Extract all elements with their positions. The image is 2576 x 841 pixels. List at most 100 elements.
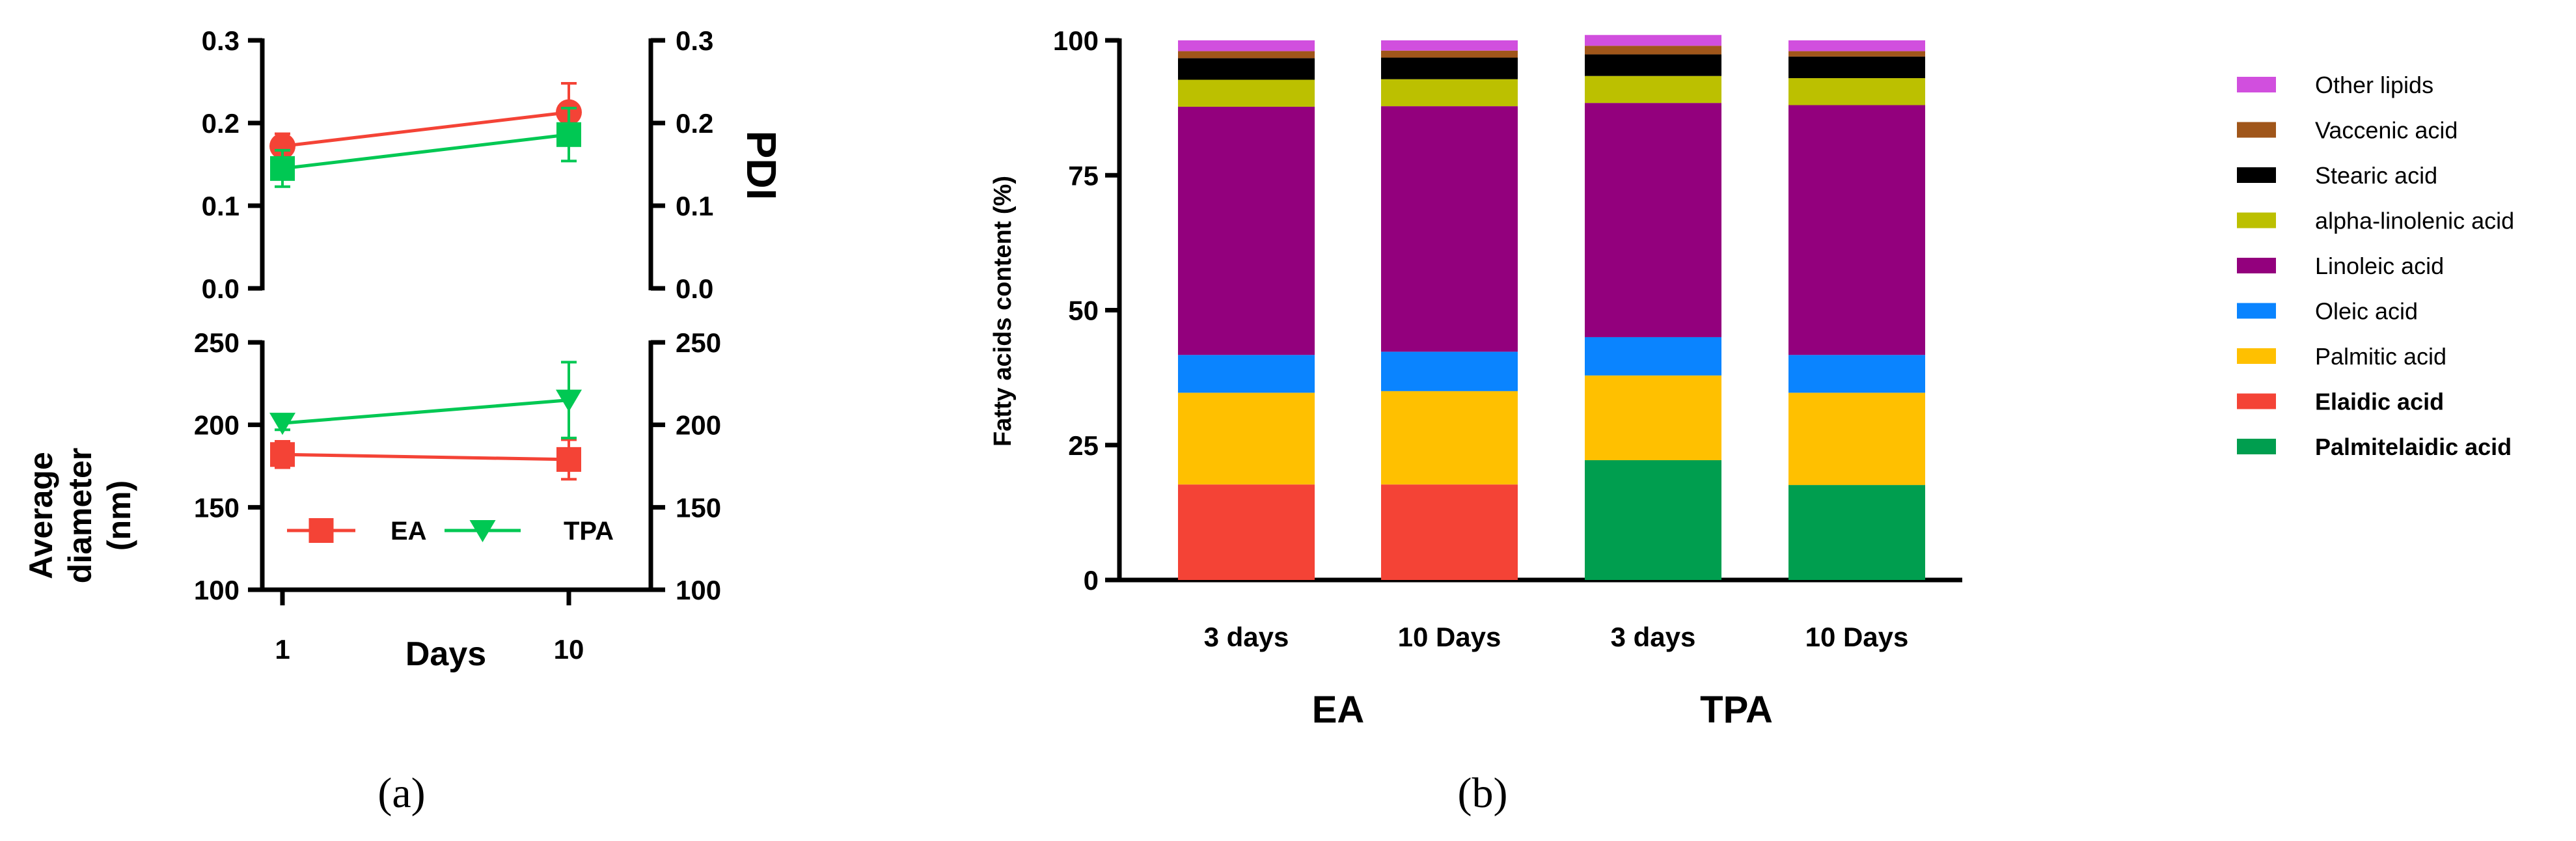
pdi-subplot: 0.0 0.0 0.1 0.1 0.2 0.2 0.3 0.3 PDI [202,25,785,304]
x-tick-label: 10 Days [1398,622,1501,652]
legend-label-palmitic-acid: Palmitic acid [2315,343,2446,370]
right-y-tick-label: 0.2 [676,108,713,139]
right-y-tick-label: 0.0 [676,273,713,304]
x-tick-label: 1 [275,634,290,665]
ea-data-point [270,442,295,467]
bar-segment-palmitic-acid [1788,393,1925,486]
pdi-axis-title: PDI [738,131,785,200]
bar-segment-alpha-linolenic-acid [1788,78,1925,105]
legend-label-linoleic-acid: Linoleic acid [2315,253,2444,279]
bar-segment-stearic-acid [1585,54,1721,76]
tpa-data-point [556,122,581,147]
bar-segment-palmitic-acid [1178,393,1315,485]
bar-segment-alpha-linolenic-acid [1178,79,1315,107]
bar-segment-vaccenic-acid [1585,46,1721,55]
tpa-series-line [282,398,569,425]
bar-segment-vaccenic-acid [1381,50,1518,58]
legend-swatch-palmitic-acid [2237,348,2276,364]
bar-segment-other-lipids [1585,34,1721,46]
y-tick-label: 0 [1084,565,1099,596]
ea-data-point [269,133,295,159]
bar-segment-palmitelaidic-acid [1585,460,1721,580]
bar-segment-oleic-acid [1178,355,1315,393]
fatty-acids-legend: Other lipids Vaccenic acid Stearic acid alp… [2237,72,2514,460]
group-label-ea: EA [1312,689,1365,731]
y-tick-label: 50 [1068,296,1099,326]
right-y-tick-label: 150 [676,492,721,523]
diameter-axis-title-line: diameter [62,448,98,583]
bar-segment-alpha-linolenic-acid [1381,79,1518,107]
legend-swatch-other-lipids [2237,77,2276,92]
left-y-tick-label: 0.3 [202,25,240,56]
left-y-tick-label: 250 [194,327,240,358]
right-y-tick-label: 100 [676,575,721,605]
bar-segment-oleic-acid [1788,355,1925,393]
left-y-tick-label: 0.1 [202,191,240,221]
bar-segment-oleic-acid [1585,337,1721,376]
tpa-data-point [556,389,582,412]
left-y-tick-label: 0.2 [202,108,240,139]
tpa-series-line [282,133,569,171]
right-y-tick-label: 200 [676,410,721,441]
group-label-tpa: TPA [1700,689,1773,731]
y-axis-title: Fatty acids content (%) [989,176,1017,447]
legend-label-palmitelaidic-acid: Palmitelaidic acid [2315,434,2512,460]
ea-data-point [556,447,581,472]
x-tick-label: 10 [554,634,584,665]
bar-segment-linoleic-acid [1381,106,1518,352]
legend-tpa-label: TPA [564,517,614,545]
bar-segment-linoleic-acid [1585,103,1721,337]
legend-swatch-elaidic-acid [2237,393,2276,409]
bar-segment-elaidic-acid [1178,484,1315,580]
x-axis-title: Days [405,635,486,673]
legend-swatch-stearic-acid [2237,167,2276,183]
ea-series-line [282,111,569,148]
ea-series-line [282,452,569,462]
x-tick-label: 3 days [1204,622,1289,652]
x-tick-label: 10 Days [1805,622,1909,652]
left-y-tick-label: 200 [194,410,240,441]
left-y-tick-label: 100 [194,575,240,605]
diameter-axis-title-line: (nm) [101,480,137,551]
bar-segment-vaccenic-acid [1178,51,1315,59]
legend-swatch-linoleic-acid [2237,258,2276,273]
legend-label-vaccenic-acid: Vaccenic acid [2315,117,2458,144]
bar-segment-palmitic-acid [1381,391,1518,485]
right-y-tick-label: 0.1 [676,191,713,221]
y-tick-label: 75 [1068,160,1099,191]
legend-swatch-oleic-acid [2237,303,2276,319]
tpa-data-point [269,413,295,435]
diameter-subplot: 100 100 150 150 200 200 250 250 1 10 Days Average di… [23,327,721,673]
legend-label-elaidic-acid: Elaidic acid [2315,389,2444,415]
legend-swatch-palmitelaidic-acid [2237,439,2276,454]
legend-swatch-vaccenic-acid [2237,122,2276,138]
bar-segment-stearic-acid [1381,57,1518,79]
bar-segment-other-lipids [1381,40,1518,51]
tpa-data-point [270,156,295,181]
left-y-tick-label: 0.0 [202,273,240,304]
right-y-tick-label: 250 [676,327,721,358]
legend-label-stearic-acid: Stearic acid [2315,162,2437,189]
panel-label-b: (b) [1458,769,1508,817]
legend-label-other-lipids: Other lipids [2315,72,2433,98]
y-tick-label: 25 [1068,430,1099,461]
bar-segment-palmitelaidic-acid [1788,485,1925,580]
y-tick-label: 100 [1053,25,1099,56]
legend-label-alpha-linolenic-acid: alpha-linolenic acid [2315,208,2514,234]
bar-segment-stearic-acid [1178,58,1315,80]
x-tick-label: 3 days [1611,622,1696,652]
panel-label-a: (a) [377,769,425,817]
bar-segment-stearic-acid [1788,56,1925,79]
bar-segment-linoleic-acid [1178,106,1315,355]
bar-segment-alpha-linolenic-acid [1585,76,1721,103]
bar-segment-elaidic-acid [1381,484,1518,580]
bar-segment-other-lipids [1788,40,1925,51]
legend-ea-label: EA [391,517,427,545]
diameter-axis-title-line: Average [23,452,59,579]
legend-label-oleic-acid: Oleic acid [2315,298,2418,325]
right-y-tick-label: 0.3 [676,25,713,56]
bar-segment-palmitic-acid [1585,375,1721,460]
left-y-tick-label: 150 [194,492,240,523]
bar-segment-vaccenic-acid [1788,51,1925,57]
